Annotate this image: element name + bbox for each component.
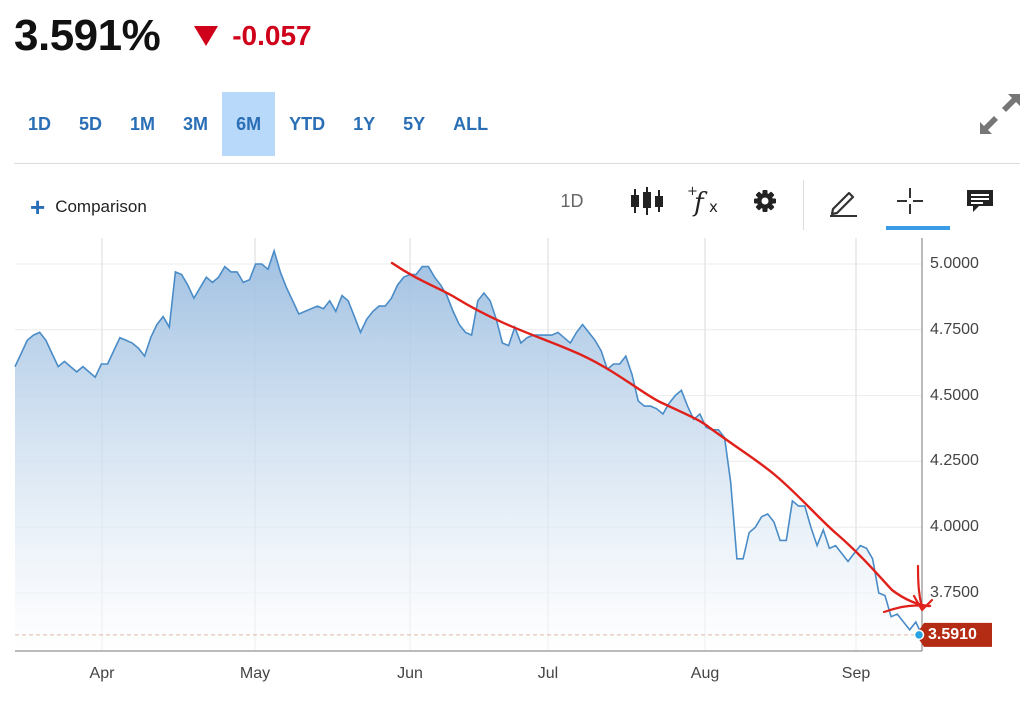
last-value-marker: 3.5910 <box>913 622 992 647</box>
y-tick-label: 4.5000 <box>930 387 979 404</box>
range-all[interactable]: ALL <box>453 114 489 134</box>
y-tick-label: 5.0000 <box>930 255 979 272</box>
interval-button[interactable]: 1D <box>560 190 584 211</box>
series-area <box>15 250 922 652</box>
candlestick-icon[interactable] <box>626 180 668 222</box>
crosshair-icon[interactable] <box>888 180 932 222</box>
y-tick-label: 4.2500 <box>930 452 979 469</box>
comment-icon[interactable] <box>958 180 1002 222</box>
series-line <box>14 248 923 636</box>
range-selector: 1D 5D 1M 3M 6M YTD 1Y 5Y ALL <box>14 92 502 156</box>
toolbar-separator <box>803 180 804 230</box>
range-1d[interactable]: 1D <box>28 114 52 134</box>
plus-icon: + <box>30 192 46 222</box>
expand-icon[interactable] <box>978 92 1022 136</box>
y-tick-label: 4.0000 <box>930 518 979 535</box>
gear-icon[interactable] <box>744 180 786 222</box>
x-tick-label: Jun <box>397 665 423 682</box>
comparison-label: Comparison <box>55 197 147 216</box>
current-yield: 3.591% <box>14 11 161 60</box>
range-3m[interactable]: 3M <box>183 114 209 134</box>
x-tick-label: Sep <box>842 665 871 682</box>
active-tool-indicator <box>886 226 950 230</box>
range-1y[interactable]: 1Y <box>353 114 376 134</box>
x-tick-label: May <box>240 665 270 682</box>
quote-header: 3.591% -0.057 <box>14 10 312 62</box>
x-tick-label: Jul <box>538 665 558 682</box>
triangle-down-icon <box>194 26 219 46</box>
range-5d[interactable]: 5D <box>79 114 103 134</box>
last-value-label: 3.5910 <box>928 626 977 643</box>
y-tick-label: 4.7500 <box>930 321 979 338</box>
range-ytd[interactable]: YTD <box>289 114 326 134</box>
pencil-icon[interactable] <box>822 180 864 222</box>
x-tick-label: Aug <box>691 665 719 682</box>
comparison-button[interactable]: + Comparison <box>30 193 147 221</box>
hand-drawn-arrow <box>882 564 934 614</box>
svg-text:+: + <box>687 184 698 199</box>
range-1m[interactable]: 1M <box>130 114 156 134</box>
svg-text:x: x <box>709 198 718 216</box>
function-icon[interactable]: + f x <box>684 180 726 222</box>
toolbar-divider <box>14 163 1020 164</box>
yield-change: -0.057 <box>232 20 312 51</box>
hand-drawn-trend-line <box>390 261 932 608</box>
range-5y[interactable]: 5Y <box>403 114 426 134</box>
range-6m[interactable]: 6M <box>222 92 276 156</box>
y-tick-label: 3.7500 <box>930 584 979 601</box>
x-tick-label: Apr <box>90 665 116 682</box>
